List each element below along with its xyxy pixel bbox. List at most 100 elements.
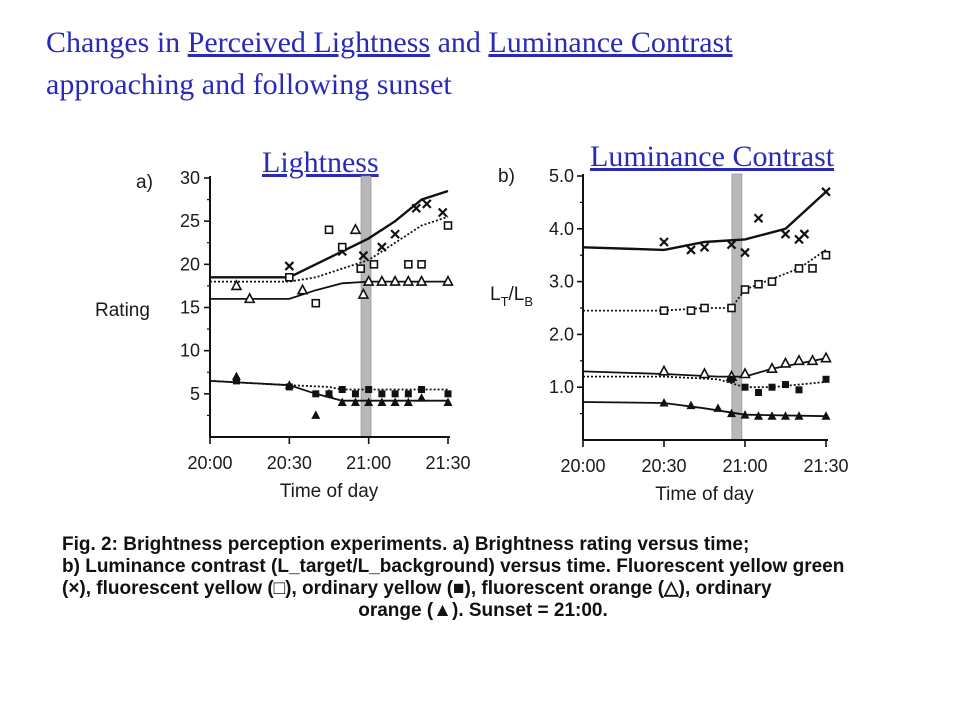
chart-a-series-square-filled-point-10 [418,386,426,394]
caption-line-1: Fig. 2: Brightness perception experiment… [62,534,750,555]
chart-b-ytick-label-1: 2.0 [549,324,574,344]
chart-b-xtick-label-3: 21:30 [803,456,848,476]
chart-a-series-triangle-open-point-8 [402,274,415,286]
chart-a-xtick-label-3: 21:30 [425,453,470,473]
chart-b-series-square-point-1 [686,306,696,315]
chart-b-series-triangle-open-point-0 [658,364,670,376]
chart-a-series-x-point-6 [422,199,432,209]
heading-lightness[interactable]: Lightness [262,146,379,179]
chart-b-series-square-point-6 [767,277,777,286]
chart-a-series-triangle-open-point-4 [357,287,370,299]
chart-a-series-triangle-open-point-9 [415,274,428,286]
chart-b-series-square-point-0 [659,306,669,315]
chart-a-series-square-point-6 [404,260,413,269]
chart-b-series-triangle-filled-point-8 [794,411,804,420]
chart-a-ytick-label-1: 10 [180,341,200,361]
chart-a-series-square-point-7 [417,260,426,269]
chart-b-ytick-label-0: 1.0 [549,377,574,397]
chart-b-series-triangle-filled-point-5 [754,411,763,420]
caption-line-4: orange (▲). Sunset = 21:00. [358,600,608,621]
chart-b-xtick-label-0: 20:00 [560,456,605,476]
chart-b-series-triangle-open-point-3 [739,367,751,379]
chart-a-series-square-point-1 [311,298,321,308]
title-prefix: Changes in [46,26,188,59]
slide-title: Changes in Perceived Lightness and Lumin… [46,22,926,106]
chart-b-series-triangle-open-point-6 [793,354,805,366]
chart-b-series-square-point-4 [740,285,750,294]
chart-b-series-triangle-filled-point-4 [740,410,750,419]
chart-b-series-square-point-7 [794,264,804,273]
chart-a-series-triangle-filled-point-8 [390,397,400,406]
chart-a-series-square-filled-point-5 [351,390,359,398]
chart-a-series-triangle-open-point-10 [442,274,454,286]
chart-a-series-triangle-open-point-6 [376,274,388,286]
chart-a-series-square-filled-point-7 [378,390,386,398]
chart-b-series-x-point-4 [740,247,750,258]
chart-a-series-square-filled-point-8 [391,390,399,398]
chart-b-series-triangle-filled-point-1 [686,400,696,410]
chart-a-series-square-filled-point-0 [232,377,240,385]
chart-b-series-square-point-2 [700,303,709,313]
chart-b-panel-label: b) [498,166,515,187]
chart-a-series-triangle-filled-point-4 [337,397,347,406]
chart-b-series-triangle-open-point-8 [820,351,832,363]
chart-a-series-square-filled-point-6 [365,386,373,394]
chart-b-series-square-point-9 [821,250,831,260]
chart-b-series-square-filled [583,375,830,396]
figure-caption: Fig. 2: Brightness perception experiment… [62,534,904,622]
chart-a-series-x-point-7 [437,207,448,218]
chart-a-series-triangle-filled-point-7 [377,397,387,406]
chart-a-series-square-point-0 [285,272,294,282]
chart-a-series-triangle-filled-point-2 [311,410,321,419]
chart-b-series-square-filled-line [583,375,827,389]
chart-b-ytick-label-2: 3.0 [549,272,574,292]
chart-b-series-square-filled-point-5 [795,386,803,394]
title-link-contrast[interactable]: Luminance Contrast [488,26,733,59]
heading-luminance-contrast[interactable]: Luminance Contrast [590,140,835,173]
chart-a-ytick-label-4: 25 [180,211,200,231]
chart-a-ytick-label-0: 5 [190,384,200,404]
chart-a-series-triangle-filled-point-3 [324,388,334,398]
chart-a-panel-label: a) [136,172,153,193]
chart-a-series-triangle-filled-point-1 [284,380,294,389]
chart-a-series-square-point-2 [324,225,334,235]
chart-a-series-triangle-filled-point-10 [417,393,427,402]
chart-a-series-triangle-filled-point-6 [364,397,374,406]
chart-b-xtick-label-1: 20:30 [641,456,686,476]
title-link-lightness[interactable]: Perceived Lightness [187,26,431,59]
chart-b-series-square-filled-point-4 [782,381,789,389]
chart-b-series-x-point-0 [659,237,669,247]
chart-b-series-x-point-3 [726,239,737,250]
chart-a-series-triangle-filled-point-0 [231,371,241,381]
chart-b-ytick-label-3: 4.0 [549,219,574,239]
chart-a-series-square-filled-point-11 [444,390,452,398]
chart-a-series-triangle-filled [209,371,453,419]
chart-a-series-square-point-4 [356,264,366,273]
chart-a-series-x-point-2 [358,250,369,261]
chart-a-series-triangle-open-point-7 [389,274,401,286]
chart-a-series-square [210,215,453,308]
chart-b-series-x-point-5 [753,213,764,224]
chart-b-series-triangle-open-point-5 [779,356,792,368]
chart-a-xtick-label-1: 20:30 [267,453,312,473]
chart-a-xtick-label-2: 21:00 [346,453,391,473]
chart-a-ytick-label-3: 20 [180,254,200,274]
chart-b-series-triangle-filled-point-7 [781,411,790,420]
chart-a-x-axis-label: Time of day [280,481,379,502]
chart-b-series-square-filled-point-3 [768,383,776,391]
chart-a-series-square-point-3 [337,242,347,252]
chart-a-series-triangle-open-point-0 [230,279,243,291]
chart-b-y-axis-label: LT/LB [490,284,533,309]
chart-b-series-triangle-filled-point-6 [767,411,777,420]
chart-b-series-x-line [582,190,827,252]
chart-b-series-square-filled-point-1 [741,383,749,391]
chart-a-series-triangle-filled-point-9 [403,397,413,406]
chart-b-series-triangle-filled-line [582,401,827,418]
chart-b-series-square [583,249,831,315]
chart-a-series-x-point-5 [411,203,422,213]
chart-a-xtick-label-0: 20:00 [187,453,232,473]
caption-line-2: b) Luminance contrast (L_target/L_backgr… [62,556,845,577]
chart-b-series-x-point-9 [821,187,831,197]
chart-a-series-square-point-5 [369,260,379,269]
chart-a-series-square-filled-line [209,380,448,391]
